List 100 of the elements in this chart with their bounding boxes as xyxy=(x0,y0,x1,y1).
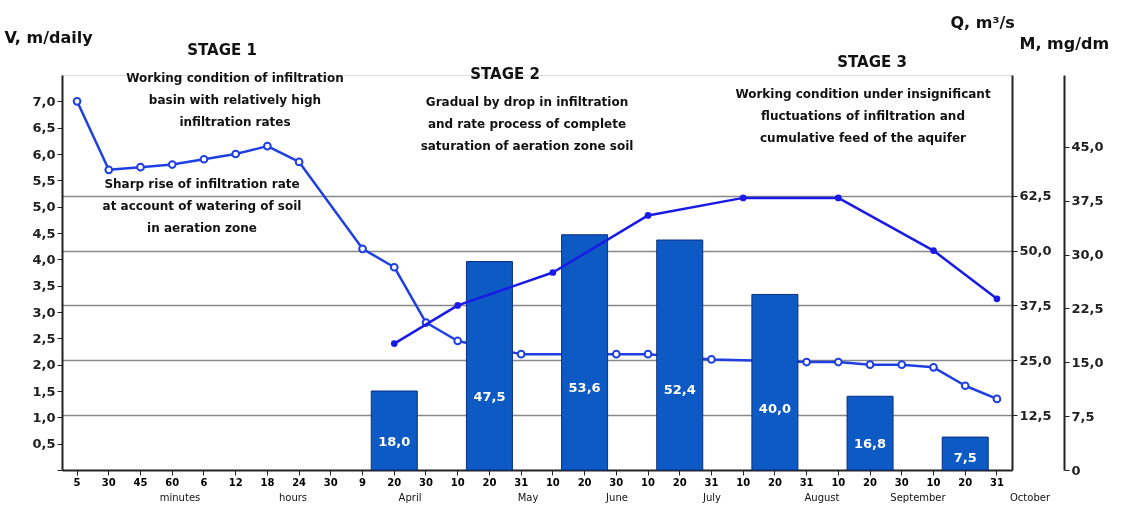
bar xyxy=(561,234,609,471)
y2-tick-label: 62,5 xyxy=(1019,188,1052,204)
x-tick-label: 31 xyxy=(514,476,529,488)
annotation: Sharp rise of infiltration rate at account of watering of soil in aeration zone xyxy=(102,177,302,235)
y-tick-label: 6,0 xyxy=(32,146,56,162)
point xyxy=(72,96,82,106)
point xyxy=(390,340,398,347)
point xyxy=(104,165,114,175)
x-tick-label: 10 xyxy=(545,476,560,488)
y-tick-label: 0,5 xyxy=(32,436,56,452)
x-tick-label: 30 xyxy=(609,476,624,488)
point xyxy=(199,154,209,164)
data-label: 18,0 xyxy=(378,434,411,450)
x-tick-label: 20 xyxy=(863,476,878,488)
y-tick-label: 5,0 xyxy=(32,199,56,215)
annotation: STAGE 2 xyxy=(470,65,540,83)
data-label: 47,5 xyxy=(473,389,506,405)
y2-axis-title: Q, m³/s xyxy=(950,12,1015,32)
x-tick-label: 20 xyxy=(577,476,592,488)
y-tick-label: 1,0 xyxy=(32,409,56,425)
point xyxy=(833,357,843,367)
y3-tick-label: 15,0 xyxy=(1071,354,1104,370)
point xyxy=(516,349,526,359)
x-tick-label: 31 xyxy=(989,476,1004,488)
y3-tick-label: 30,0 xyxy=(1071,247,1104,263)
y3-tick-label: 7,5 xyxy=(1071,408,1095,424)
text: STAGE 3 xyxy=(837,53,907,71)
x-tick-label: 20 xyxy=(387,476,402,488)
point xyxy=(136,162,145,172)
text: August xyxy=(804,492,840,503)
point xyxy=(358,244,367,254)
text: July xyxy=(702,492,722,503)
point xyxy=(865,360,875,370)
x-tick-label: 5 xyxy=(73,476,81,488)
y-tick-label: 4,0 xyxy=(32,251,56,267)
x-tick-label: 30 xyxy=(323,476,338,488)
y-tick-label: 2,5 xyxy=(32,330,56,346)
point xyxy=(707,355,716,364)
x-tick-label: 10 xyxy=(831,476,846,488)
x-tick-label: 20 xyxy=(672,476,687,488)
data-label: 16,8 xyxy=(854,436,887,452)
point xyxy=(897,360,907,370)
y-tick-label: 4,5 xyxy=(32,225,56,241)
x-tick-label: 18 xyxy=(260,476,275,488)
point xyxy=(454,302,462,309)
point xyxy=(834,194,842,202)
annotation: Working condition of infiltration basin with relatively high infiltration rates xyxy=(126,71,344,129)
y2-tick-label: 12,5 xyxy=(1019,407,1052,423)
point xyxy=(930,247,937,254)
text: minutes xyxy=(159,492,201,503)
x-tick-label: 9 xyxy=(359,476,367,488)
bar xyxy=(941,436,989,471)
data-label: 40,0 xyxy=(758,400,791,416)
point xyxy=(389,262,399,272)
point xyxy=(739,194,747,202)
x-tick-label: 20 xyxy=(482,476,497,488)
point xyxy=(263,141,272,151)
point xyxy=(643,349,653,359)
point xyxy=(644,212,652,219)
x-tick-label: 10 xyxy=(450,476,465,488)
x-tick-label: 10 xyxy=(736,476,751,488)
point xyxy=(231,149,241,159)
x-tick-label: 30 xyxy=(101,476,116,488)
bar xyxy=(370,390,418,471)
x-tick-label: 20 xyxy=(958,476,973,488)
y3-tick-label: 37,5 xyxy=(1071,193,1104,209)
y2-tick-label: 50,0 xyxy=(1019,243,1052,259)
x-tick-label: 20 xyxy=(767,476,782,488)
point xyxy=(993,295,1001,303)
data-label: 52,4 xyxy=(663,381,696,397)
point xyxy=(167,160,177,169)
y-tick-label: 2,0 xyxy=(32,357,56,373)
point xyxy=(611,349,621,359)
point xyxy=(929,362,938,372)
data-label: 53,6 xyxy=(568,379,601,395)
x-tick-label: 30 xyxy=(894,476,909,488)
x-tick-label: 12 xyxy=(228,476,243,488)
text: October xyxy=(1009,492,1051,503)
text: STAGE 1 xyxy=(187,41,257,59)
x-tick-label: 10 xyxy=(926,476,941,488)
point xyxy=(960,381,970,391)
x-tick-label: 31 xyxy=(704,476,719,488)
x-tick-label: 6 xyxy=(200,476,208,488)
point xyxy=(453,336,463,346)
point xyxy=(294,157,304,167)
y-tick-label: 7,0 xyxy=(32,93,56,109)
data-label: 7,5 xyxy=(953,450,977,466)
y-tick-label: 3,0 xyxy=(32,304,56,320)
bar xyxy=(846,395,894,471)
point xyxy=(992,394,1002,404)
y2-tick-label: 37,5 xyxy=(1019,297,1052,313)
bar xyxy=(656,239,704,471)
y-tick-label: 5,5 xyxy=(32,172,56,188)
y3-tick-label: 45,0 xyxy=(1071,139,1104,155)
y-tick-label: 3,5 xyxy=(32,278,56,294)
x-tick-label: 60 xyxy=(165,476,180,488)
y-axis-title: V, m/daily xyxy=(4,27,94,47)
x-tick-label: 30 xyxy=(419,476,433,488)
x-tick-label: 31 xyxy=(799,476,814,488)
point xyxy=(802,357,811,367)
